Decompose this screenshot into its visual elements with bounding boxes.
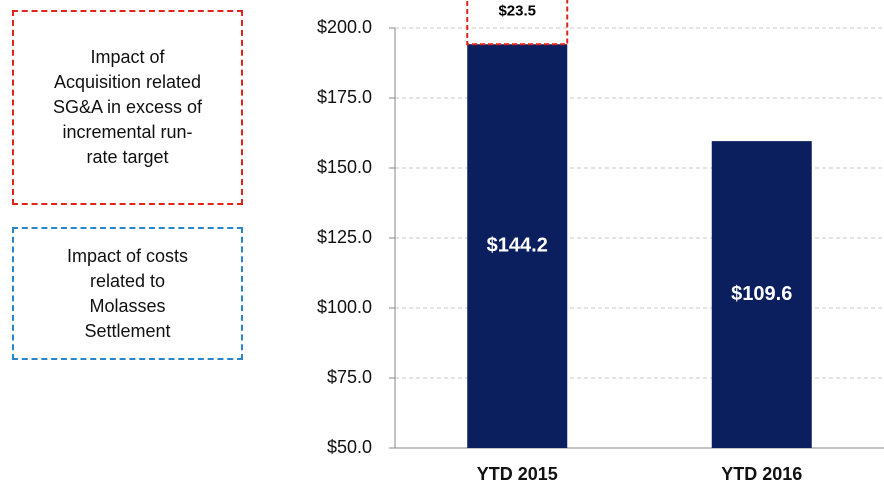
y-tick-label: $75.0 [327, 367, 372, 387]
legend-entry: Impact of Acquisition related SG&A in ex… [12, 10, 243, 205]
value-label: $109.6 [731, 283, 792, 305]
bar-segment [711, 141, 812, 448]
y-tick-label: $125.0 [317, 227, 372, 247]
x-tick-label: YTD 2015 [477, 464, 558, 484]
y-tick-label: $50.0 [327, 437, 372, 457]
value-label: $144.2 [487, 234, 548, 256]
value-label: $23.5 [498, 2, 536, 19]
y-tick-label: $175.0 [317, 87, 372, 107]
legend-label: Impact of Acquisition related SG&A in ex… [52, 47, 203, 167]
legend-entry: Impact of costs related to Molasses Sett… [12, 227, 243, 360]
y-tick-label: $100.0 [317, 297, 372, 317]
y-tick-label: $150.0 [317, 157, 372, 177]
bar-segment [467, 44, 568, 449]
bar-segment [466, 0, 569, 46]
legend-label: Impact of costs related to Molasses Sett… [66, 245, 189, 341]
x-tick-label: YTD 2016 [721, 464, 802, 484]
y-tick-label: $200.0 [317, 17, 372, 37]
